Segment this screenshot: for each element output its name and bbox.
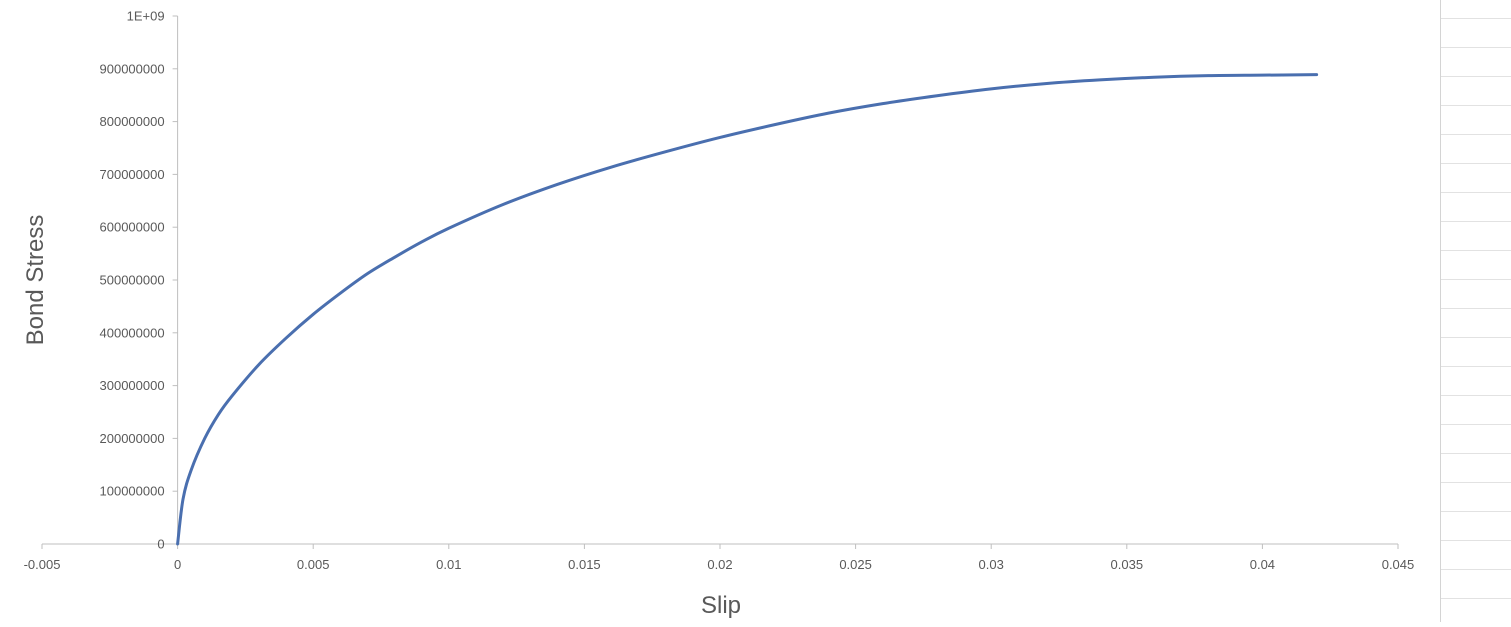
x-tick-label: 0.02 bbox=[707, 557, 732, 572]
x-tick-label: -0.005 bbox=[24, 557, 61, 572]
y-tick-label: 1E+09 bbox=[127, 9, 165, 24]
y-tick-label: 100000000 bbox=[100, 484, 165, 499]
y-tick-label: 600000000 bbox=[100, 220, 165, 235]
y-tick-label: 800000000 bbox=[100, 114, 165, 129]
y-tick-label: 700000000 bbox=[100, 167, 165, 182]
x-tick-label: 0 bbox=[174, 557, 181, 572]
y-tick-label: 900000000 bbox=[100, 61, 165, 76]
y-tick-label: 300000000 bbox=[100, 378, 165, 393]
series-line-0 bbox=[176, 73, 1319, 546]
axes bbox=[41, 15, 1399, 549]
x-tick-label: 0.005 bbox=[297, 557, 330, 572]
x-tick-label: 0.035 bbox=[1111, 557, 1144, 572]
y-tick-label: 0 bbox=[157, 537, 164, 552]
y-tick-label: 500000000 bbox=[100, 273, 165, 288]
x-tick-label: 0.03 bbox=[979, 557, 1004, 572]
y-axis-title: Bond Stress bbox=[22, 215, 49, 346]
x-tick-label: 0.04 bbox=[1250, 557, 1275, 572]
spreadsheet-grid-strip bbox=[1440, 0, 1511, 622]
y-tick-label: 200000000 bbox=[100, 431, 165, 446]
x-axis-title: Slip bbox=[701, 592, 741, 619]
x-tick-label: 0.01 bbox=[436, 557, 461, 572]
chart: -0.005 0 0.005 0.01 0.015 0.02 0.025 0.03 0.035 0… bbox=[22, 9, 1415, 620]
x-tick-label: 0.025 bbox=[839, 557, 872, 572]
x-tick-label: 0.045 bbox=[1382, 557, 1415, 572]
series-layer bbox=[176, 73, 1319, 546]
y-tick-label: 400000000 bbox=[100, 325, 165, 340]
tick-labels: -0.005 0 0.005 0.01 0.015 0.02 0.025 0.03 0.035 0… bbox=[24, 9, 1415, 573]
chart-svg: -0.005 0 0.005 0.01 0.015 0.02 0.025 0.03 0.035 0… bbox=[22, 9, 1415, 620]
x-tick-label: 0.015 bbox=[568, 557, 601, 572]
